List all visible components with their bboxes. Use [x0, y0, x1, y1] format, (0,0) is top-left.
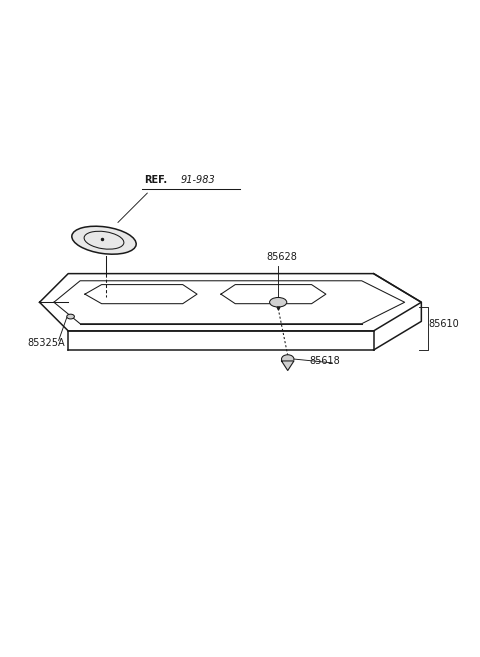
Text: 91-983: 91-983 [180, 175, 215, 185]
Ellipse shape [281, 355, 294, 363]
Ellipse shape [270, 298, 287, 307]
Text: REF.: REF. [144, 175, 168, 185]
Text: 85628: 85628 [266, 252, 297, 261]
Ellipse shape [67, 314, 74, 319]
Text: 85325A: 85325A [28, 338, 65, 348]
Polygon shape [281, 361, 294, 371]
Ellipse shape [72, 226, 136, 254]
Text: 85610: 85610 [429, 319, 459, 328]
Text: 85618: 85618 [309, 355, 340, 366]
